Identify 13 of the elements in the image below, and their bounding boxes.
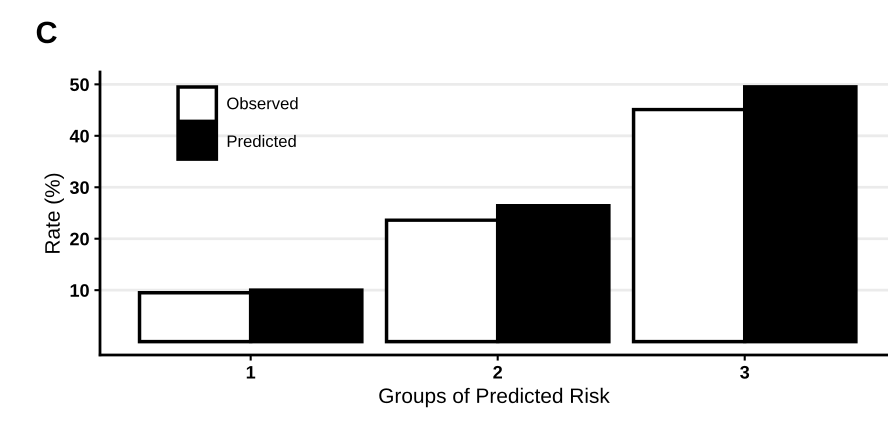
- x-tick-label: 2: [493, 366, 502, 378]
- x-tick-label: 1: [246, 366, 256, 378]
- y-tick-label: 10: [70, 284, 89, 297]
- y-axis-title: Rate (%): [44, 174, 64, 253]
- y-tick-label: 40: [70, 130, 89, 143]
- chart-title: C: [36, 22, 57, 44]
- y-tick-label: 30: [70, 181, 89, 194]
- y-tick-label: 20: [70, 232, 89, 246]
- legend-label: Predicted: [228, 134, 296, 148]
- x-tick-label: 3: [740, 366, 750, 379]
- legend-label: Observed: [227, 97, 298, 110]
- x-axis-title: Groups of Predicted Risk: [379, 388, 610, 408]
- y-tick-label: 50: [70, 78, 89, 92]
